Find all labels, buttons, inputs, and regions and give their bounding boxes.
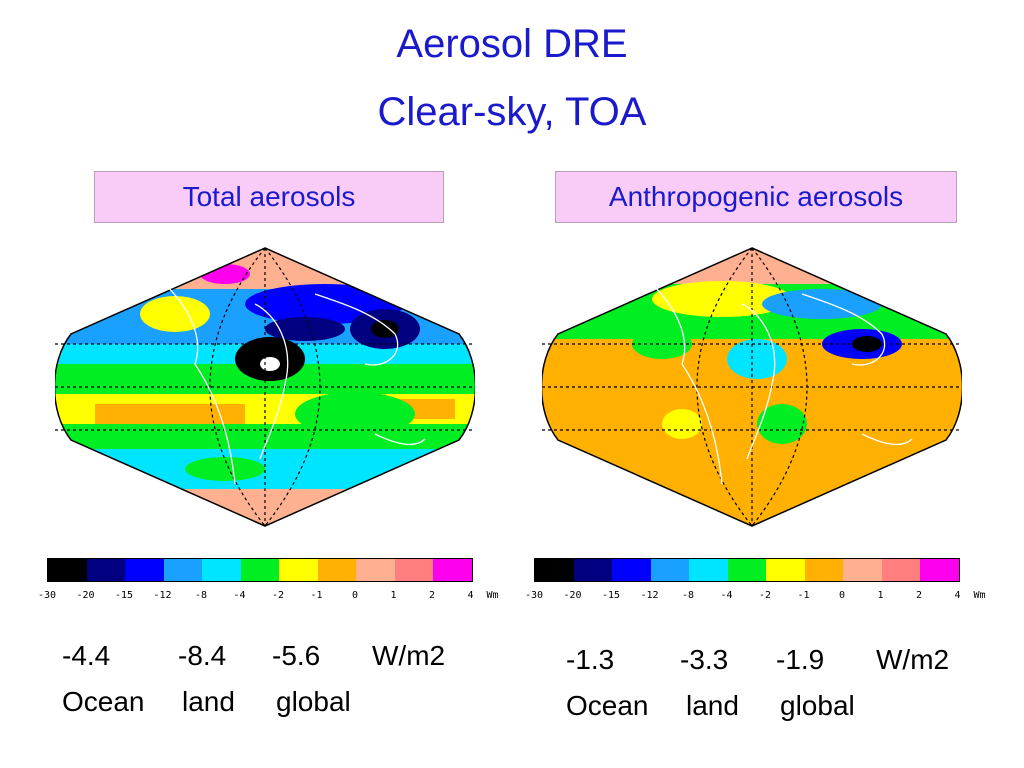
stat-units-anthro: W/m2 bbox=[876, 644, 950, 675]
colorbar-tick-label: -8 bbox=[194, 590, 208, 601]
colorbar-tick-label: -15 bbox=[114, 590, 134, 601]
colorbar-tick-label: -30 bbox=[524, 590, 544, 601]
colorbar-tick-label: -30 bbox=[37, 590, 57, 601]
colorbar-swatch bbox=[573, 559, 612, 581]
colorbar-tick-label: -4 bbox=[233, 590, 246, 601]
colorbar-tick-label: -20 bbox=[76, 590, 95, 601]
title-line2: Clear-sky, TOA bbox=[377, 90, 647, 134]
panel-label-anthropogenic: Anthropogenic aerosols bbox=[555, 171, 957, 223]
colorbar-tick-label: 4 bbox=[467, 590, 474, 601]
colorbar-tick-label: -12 bbox=[640, 590, 659, 601]
colorbar-tick-label: 0 bbox=[351, 590, 359, 601]
colorbar-tick-label: -12 bbox=[153, 590, 172, 601]
colorbar-swatch bbox=[920, 559, 959, 581]
stat-land-value-total: -8.4 bbox=[178, 640, 227, 671]
colorbar-tick-label: 1 bbox=[390, 590, 397, 601]
colorbar-swatch bbox=[843, 559, 882, 581]
colorbar-tick-label: -15 bbox=[601, 590, 621, 601]
colorbar-tick-label: 2 bbox=[915, 590, 923, 601]
colorbar-tick-label: 1 bbox=[877, 590, 884, 601]
colorbar-units-label: Wm bbox=[973, 590, 986, 601]
colorbar-tick-label: -1 bbox=[797, 590, 810, 601]
stat-ocean-header-anthro: Ocean bbox=[566, 690, 649, 721]
colorbar-ticks-anthropogenic: -30 -20 -15 -12 -8 -4 -2 -1 0 1 2 4 Wm bbox=[525, 590, 986, 604]
colorbar-swatch bbox=[279, 559, 318, 581]
stat-ocean-header-total: Ocean bbox=[62, 686, 145, 717]
colorbar-swatch bbox=[240, 559, 279, 581]
colorbar-swatch bbox=[766, 559, 805, 581]
stat-land-header-anthro: land bbox=[686, 690, 739, 721]
colorbar-swatch bbox=[881, 559, 920, 581]
colorbar-tick-label: 2 bbox=[428, 590, 436, 601]
title-line1: Aerosol DRE bbox=[396, 22, 628, 66]
colorbar-swatch bbox=[202, 559, 241, 581]
stat-global-header-total: global bbox=[276, 686, 351, 717]
stat-global-value-anthro: -1.9 bbox=[776, 644, 825, 675]
colorbar-swatch bbox=[650, 559, 689, 581]
colorbar-swatch bbox=[163, 559, 202, 581]
colorbar-tick-label: 4 bbox=[954, 590, 961, 601]
colorbar-ticks-total: -30 -20 -15 -12 -8 -4 -2 -1 0 1 2 4 Wm bbox=[38, 590, 499, 604]
stat-global-value-total: -5.6 bbox=[272, 640, 321, 671]
colorbar-swatch bbox=[125, 559, 164, 581]
colorbar-swatch bbox=[612, 559, 651, 581]
colorbar-tick-label: -2 bbox=[758, 590, 772, 601]
colorbar-total bbox=[47, 558, 473, 582]
colorbar-tick-label: -4 bbox=[720, 590, 733, 601]
colorbar-swatch bbox=[356, 559, 395, 581]
colorbar-tick-label: -2 bbox=[271, 590, 285, 601]
stat-units-total: W/m2 bbox=[372, 640, 446, 671]
colorbar-swatch bbox=[804, 559, 843, 581]
colorbar-tick-label: -20 bbox=[563, 590, 582, 601]
colorbar-tick-label: -8 bbox=[681, 590, 695, 601]
colorbar-units-label: Wm bbox=[486, 590, 499, 601]
colorbar-swatch bbox=[433, 559, 472, 581]
stat-land-value-anthro: -3.3 bbox=[680, 644, 729, 675]
colorbar-swatch bbox=[48, 559, 87, 581]
stat-global-header-anthro: global bbox=[780, 690, 855, 721]
colorbar-tick-label: 0 bbox=[838, 590, 846, 601]
colorbar-swatch bbox=[86, 559, 125, 581]
stat-ocean-value-total: -4.4 bbox=[62, 640, 111, 671]
colorbar-swatch bbox=[727, 559, 766, 581]
colorbar-swatch bbox=[394, 559, 433, 581]
colorbar-swatch bbox=[535, 559, 574, 581]
colorbar-swatch bbox=[689, 559, 728, 581]
colorbar-tick-label: -1 bbox=[310, 590, 323, 601]
stat-land-header-total: land bbox=[182, 686, 235, 717]
map-anthropogenic-aerosols bbox=[540, 244, 964, 534]
stat-ocean-value-anthro: -1.3 bbox=[566, 644, 615, 675]
panel-label-total: Total aerosols bbox=[94, 171, 444, 223]
map-total-aerosols bbox=[53, 244, 477, 534]
colorbar-swatch bbox=[317, 559, 356, 581]
colorbar-anthropogenic bbox=[534, 558, 960, 582]
